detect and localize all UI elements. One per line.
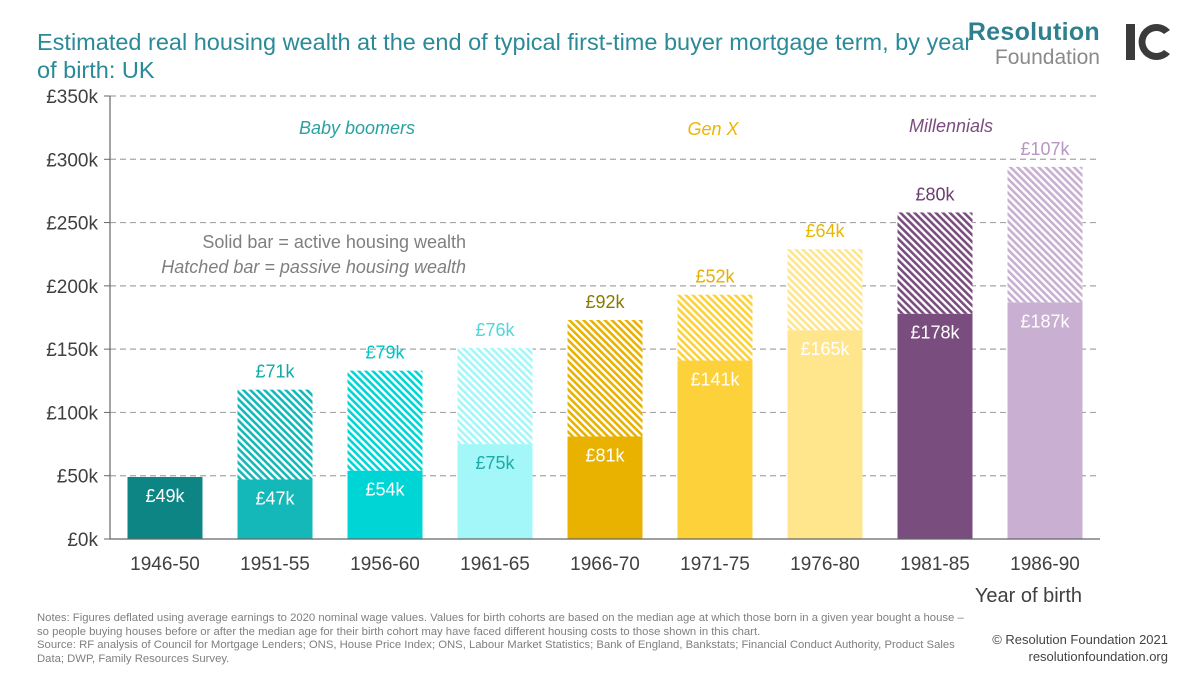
data-label-active: £178k <box>910 323 960 343</box>
x-tick-label: 1966-70 <box>570 554 640 575</box>
x-axis-title: Year of birth <box>975 585 1082 607</box>
bar-passive <box>237 389 313 480</box>
y-tick-label: £100k <box>46 403 98 424</box>
data-label-active: £75k <box>475 453 515 473</box>
bar-passive <box>1007 166 1083 303</box>
group-label: Baby boomers <box>299 118 415 138</box>
bar-active <box>1007 302 1083 539</box>
bar-passive <box>567 320 643 437</box>
data-label-passive: £71k <box>255 362 295 382</box>
y-tick-label: £300k <box>46 150 98 171</box>
bar-passive <box>897 212 973 314</box>
ic-logo-icon <box>1126 24 1170 61</box>
data-label-passive: £79k <box>365 343 405 363</box>
bar-active <box>677 360 753 539</box>
source-text: Source: RF analysis of Council for Mortg… <box>37 639 955 665</box>
data-label-passive: £80k <box>915 184 955 204</box>
bar-active <box>457 444 533 539</box>
notes: Notes: Figures deflated using average ea… <box>37 612 977 666</box>
copyright-text: © Resolution Foundation 2021 <box>992 632 1168 647</box>
data-label-passive: £107k <box>1020 139 1070 159</box>
group-label: Millennials <box>909 116 993 136</box>
data-label-active: £187k <box>1020 311 1070 331</box>
resolution-foundation-logo: Resolution Foundation <box>967 18 1100 69</box>
group-label: Gen X <box>687 119 739 139</box>
bar-active <box>897 313 973 539</box>
bar-active <box>347 470 423 539</box>
bar-passive <box>677 294 753 361</box>
x-tick-label: 1961-65 <box>460 554 530 575</box>
copyright: © Resolution Foundation 2021 resolutionf… <box>992 631 1168 665</box>
bar-active <box>787 330 863 539</box>
y-tick-label: £0k <box>67 530 98 551</box>
bar-passive <box>457 347 533 445</box>
data-label-passive: £76k <box>475 320 515 340</box>
x-tick-label: 1971-75 <box>680 554 750 575</box>
x-tick-label: 1986-90 <box>1010 554 1080 575</box>
data-label-active: £54k <box>365 480 405 500</box>
data-label-active: £141k <box>690 370 740 390</box>
y-tick-label: £50k <box>57 467 99 488</box>
y-tick-label: £250k <box>46 214 98 235</box>
chart-title: Estimated real housing wealth at the end… <box>37 29 973 83</box>
x-tick-label: 1946-50 <box>130 554 200 575</box>
bar-active <box>127 476 203 539</box>
data-label-active: £165k <box>800 339 850 359</box>
data-label-passive: £52k <box>695 267 735 287</box>
legend-text: Solid bar = active housing wealth <box>202 232 466 252</box>
notes-text: Notes: Figures deflated using average ea… <box>37 612 964 638</box>
bar-active <box>237 479 313 539</box>
data-label-passive: £92k <box>585 292 625 312</box>
data-label-passive: £64k <box>805 221 845 241</box>
bar-passive <box>347 370 423 471</box>
y-tick-label: £200k <box>46 277 98 298</box>
data-label-active: £49k <box>145 486 185 506</box>
x-tick-label: 1951-55 <box>240 554 310 575</box>
data-label-active: £47k <box>255 489 295 509</box>
x-tick-label: 1981-85 <box>900 554 970 575</box>
logo-line-2: Foundation <box>994 46 1100 69</box>
website-link[interactable]: resolutionfoundation.org <box>1028 649 1169 664</box>
x-tick-label: 1956-60 <box>350 554 420 575</box>
bar-active <box>567 436 643 539</box>
chart: £49k £71k £47k £79k £54k £76k £75k £92k £81k £52k… <box>46 87 1100 607</box>
legend-text: Hatched bar = passive housing wealth <box>161 257 466 277</box>
y-tick-label: £150k <box>46 340 98 361</box>
logo-line-1: Resolution <box>967 18 1100 46</box>
data-label-active: £81k <box>585 445 625 465</box>
y-tick-label: £350k <box>46 87 98 108</box>
x-tick-label: 1976-80 <box>790 554 860 575</box>
bar-passive <box>787 249 863 331</box>
